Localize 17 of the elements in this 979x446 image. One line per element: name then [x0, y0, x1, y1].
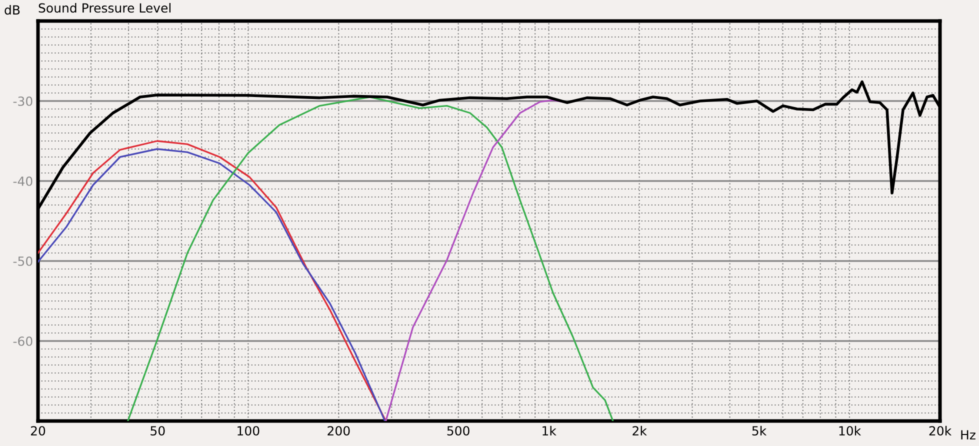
x-tick-label: 200: [328, 426, 350, 436]
chart-title: Sound Pressure Level: [38, 3, 170, 13]
x-tick-label: 100: [238, 426, 260, 436]
x-tick-label: 10k: [839, 426, 862, 436]
x-tick-label: 500: [447, 426, 470, 436]
x-tick-label: 20: [30, 426, 46, 436]
y-tick-label: -30: [13, 96, 32, 106]
x-tick-label: 50: [150, 426, 165, 436]
x-tick-label: 2k: [632, 426, 647, 436]
y-tick-label: -50: [13, 256, 32, 266]
x-axis-title: Hz: [961, 430, 976, 440]
x-tick-label: 1k: [542, 426, 556, 436]
y-tick-label: -40: [13, 176, 32, 186]
y-tick-label: -60: [13, 336, 32, 346]
x-tick-label: 5k: [752, 426, 767, 436]
y-axis-title: dB: [4, 5, 20, 15]
x-tick-label: 20k: [929, 426, 952, 436]
